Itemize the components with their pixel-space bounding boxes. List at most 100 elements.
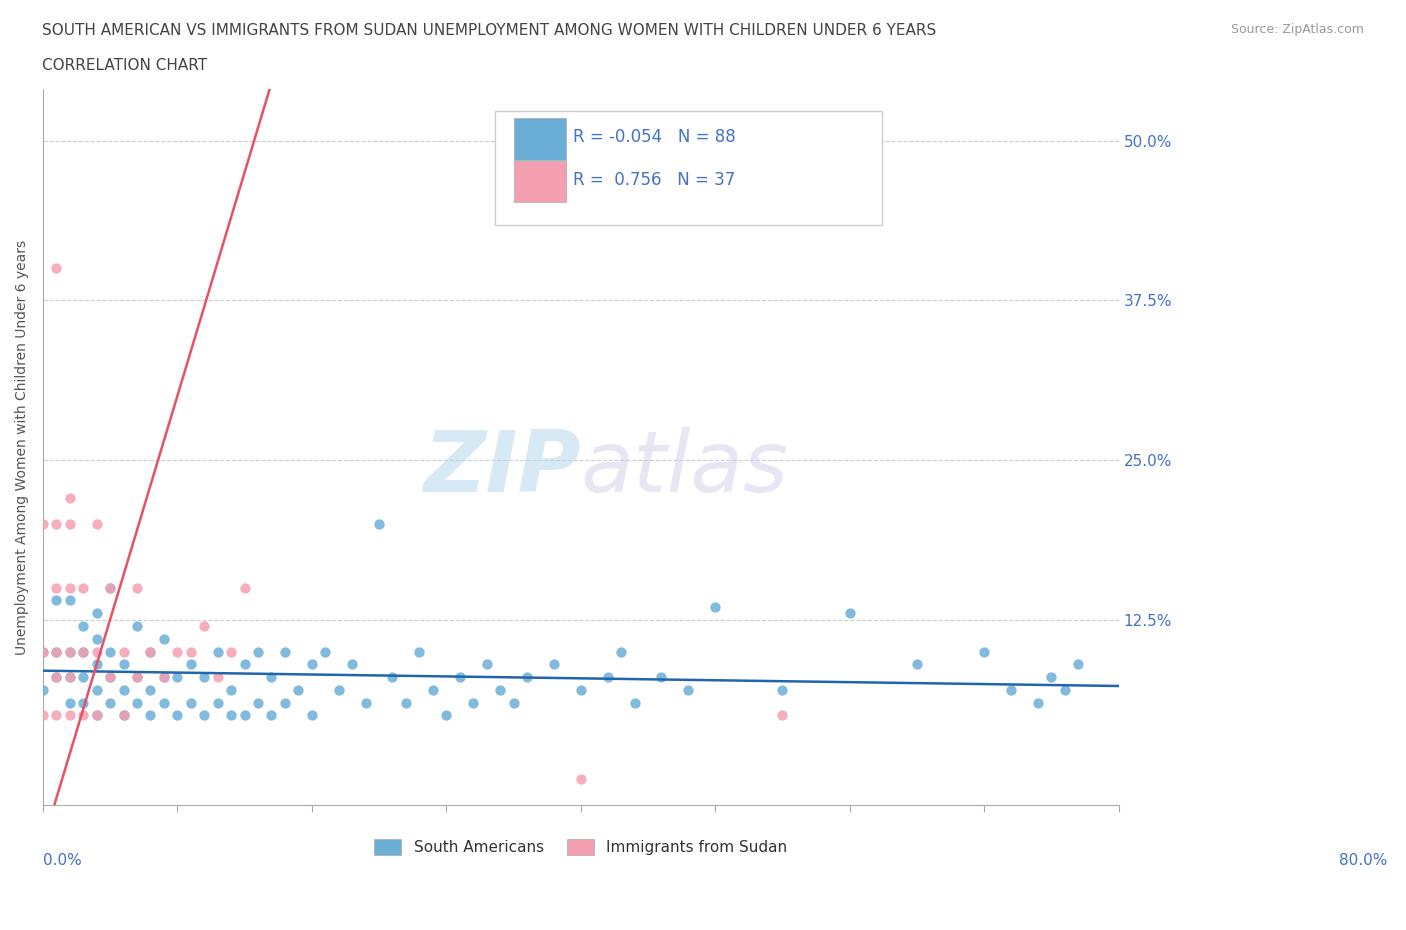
FancyBboxPatch shape: [515, 118, 565, 160]
Point: [422, 683, 444, 698]
Point: [1026, 695, 1049, 710]
Point: [112, 708, 135, 723]
Point: [489, 683, 512, 698]
Text: CORRELATION CHART: CORRELATION CHART: [42, 58, 207, 73]
Point: [301, 708, 323, 723]
Point: [45, 670, 67, 684]
Point: [139, 644, 162, 659]
Point: [219, 708, 242, 723]
Point: [838, 605, 860, 620]
Point: [180, 695, 202, 710]
Point: [112, 657, 135, 671]
Point: [59, 593, 82, 608]
Point: [301, 657, 323, 671]
Point: [704, 599, 727, 614]
Point: [86, 683, 108, 698]
Point: [381, 670, 404, 684]
Point: [45, 670, 67, 684]
Point: [475, 657, 498, 671]
Point: [219, 644, 242, 659]
Point: [59, 695, 82, 710]
Point: [86, 516, 108, 531]
Point: [260, 708, 283, 723]
Point: [98, 695, 121, 710]
Point: [125, 695, 148, 710]
Point: [98, 670, 121, 684]
Point: [166, 644, 188, 659]
Point: [1000, 683, 1022, 698]
Point: [314, 644, 336, 659]
Point: [569, 683, 592, 698]
Point: [233, 708, 256, 723]
Point: [45, 708, 67, 723]
Text: R = -0.054   N = 88: R = -0.054 N = 88: [574, 128, 735, 146]
Text: 0.0%: 0.0%: [44, 854, 82, 869]
Point: [449, 670, 471, 684]
Legend: South Americans, Immigrants from Sudan: South Americans, Immigrants from Sudan: [368, 832, 793, 861]
Point: [59, 644, 82, 659]
Text: Source: ZipAtlas.com: Source: ZipAtlas.com: [1230, 23, 1364, 36]
Point: [45, 644, 67, 659]
Point: [233, 657, 256, 671]
Point: [86, 631, 108, 646]
Point: [287, 683, 309, 698]
Point: [219, 683, 242, 698]
Point: [434, 708, 457, 723]
Point: [59, 670, 82, 684]
Point: [596, 670, 619, 684]
Point: [260, 670, 283, 684]
Text: R =  0.756   N = 37: R = 0.756 N = 37: [574, 171, 735, 190]
Point: [610, 644, 633, 659]
Point: [86, 708, 108, 723]
Point: [139, 708, 162, 723]
Point: [395, 695, 418, 710]
Point: [59, 491, 82, 506]
Point: [72, 580, 94, 595]
Point: [112, 644, 135, 659]
Point: [153, 670, 176, 684]
Point: [32, 683, 55, 698]
Point: [274, 695, 297, 710]
Point: [98, 670, 121, 684]
Point: [569, 772, 592, 787]
Point: [207, 644, 229, 659]
Point: [502, 695, 524, 710]
Point: [153, 670, 176, 684]
Point: [98, 644, 121, 659]
Point: [247, 644, 270, 659]
Point: [139, 644, 162, 659]
Point: [623, 695, 645, 710]
Point: [72, 618, 94, 633]
FancyBboxPatch shape: [495, 111, 882, 225]
Point: [59, 670, 82, 684]
Point: [274, 644, 297, 659]
Point: [408, 644, 430, 659]
Point: [193, 708, 215, 723]
Point: [45, 516, 67, 531]
Point: [1053, 683, 1076, 698]
Point: [72, 670, 94, 684]
Point: [59, 580, 82, 595]
Point: [770, 708, 793, 723]
Point: [72, 644, 94, 659]
Point: [45, 260, 67, 275]
Point: [1040, 670, 1063, 684]
Point: [543, 657, 565, 671]
Point: [32, 708, 55, 723]
Point: [125, 580, 148, 595]
Point: [112, 683, 135, 698]
Point: [45, 593, 67, 608]
Point: [973, 644, 995, 659]
Text: SOUTH AMERICAN VS IMMIGRANTS FROM SUDAN UNEMPLOYMENT AMONG WOMEN WITH CHILDREN U: SOUTH AMERICAN VS IMMIGRANTS FROM SUDAN …: [42, 23, 936, 38]
Point: [233, 580, 256, 595]
Point: [180, 644, 202, 659]
Point: [193, 670, 215, 684]
Point: [32, 516, 55, 531]
Point: [86, 605, 108, 620]
Point: [45, 580, 67, 595]
Point: [180, 657, 202, 671]
Text: atlas: atlas: [581, 427, 789, 510]
Point: [86, 708, 108, 723]
Point: [905, 657, 928, 671]
Point: [72, 708, 94, 723]
